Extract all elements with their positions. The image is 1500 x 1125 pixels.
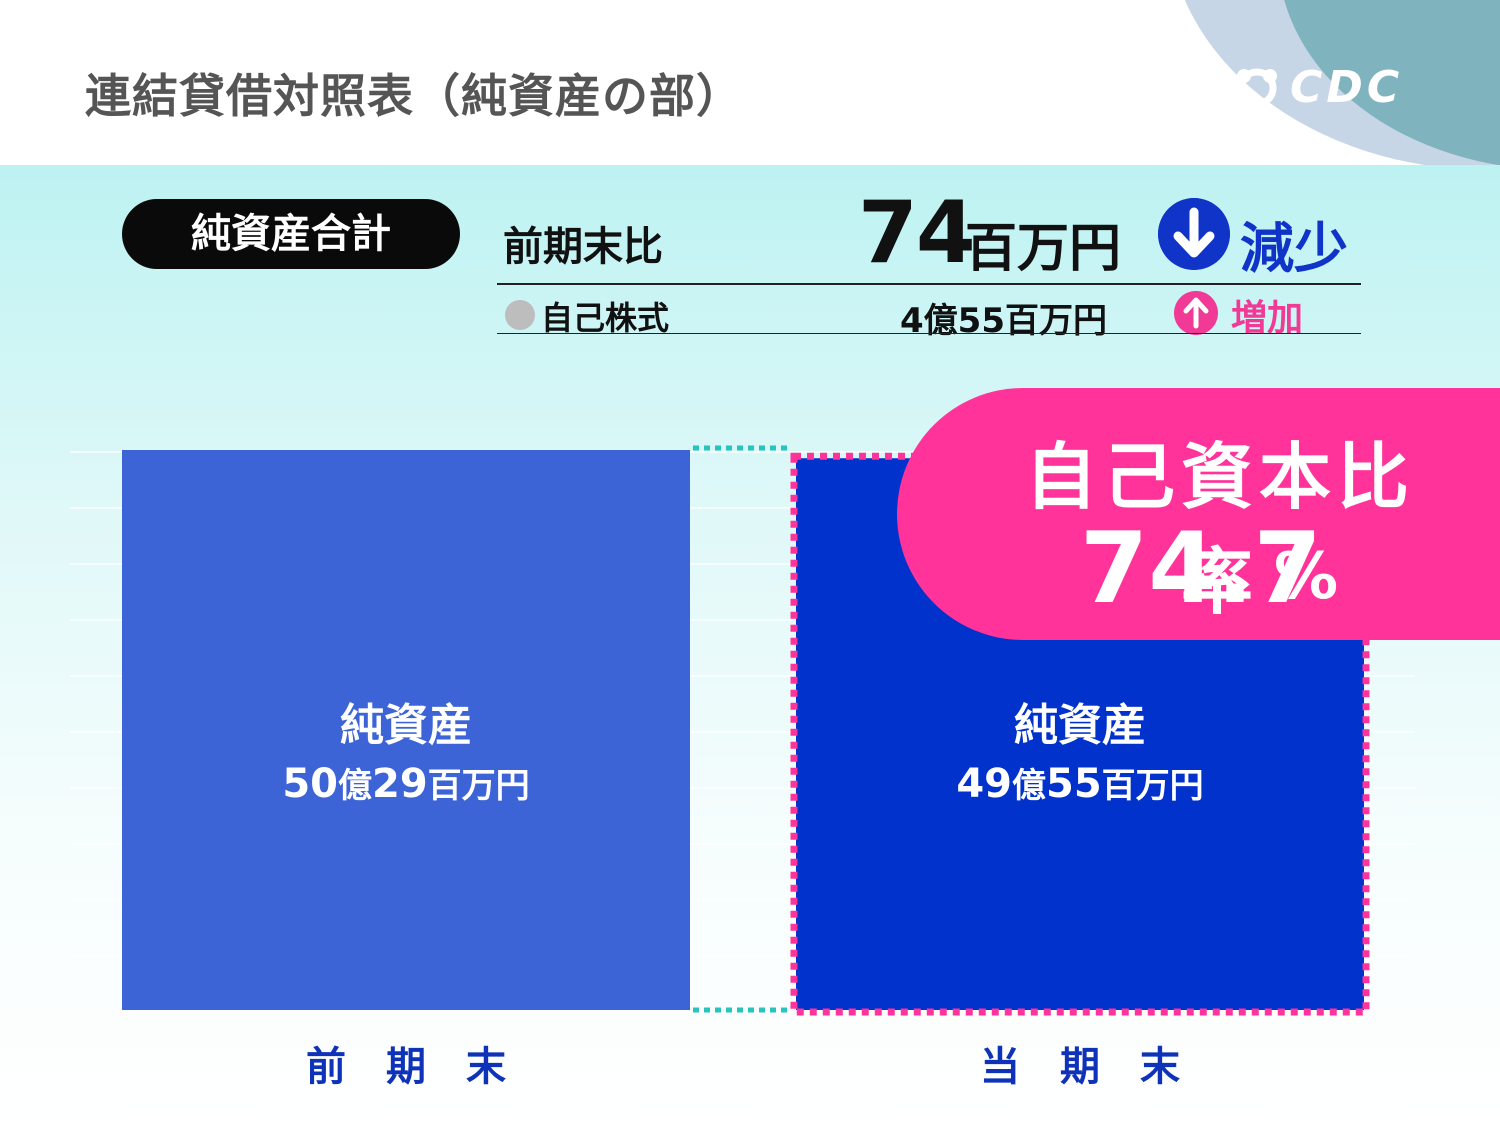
bar-title-label: 純資産 xyxy=(1014,700,1146,751)
change-direction-label: 減少 xyxy=(1240,217,1348,280)
page-title: 連結貸借対照表（純資産の部） xyxy=(85,69,743,123)
bar-title-label: 純資産 xyxy=(340,700,472,751)
equity-ratio-unit: % xyxy=(1274,540,1339,614)
equity-ratio-badge xyxy=(897,388,1500,640)
net-assets-total-pill: 純資産合計 xyxy=(122,199,460,269)
equity-ratio-title: 自己資本比率 xyxy=(1024,435,1415,624)
compare-label: 前期末比 xyxy=(503,224,663,270)
divider xyxy=(497,283,1361,285)
treasury-stock-label: 自己株式 xyxy=(541,299,670,337)
change-amount: 74 xyxy=(858,183,976,283)
change-unit: 百万円 xyxy=(965,219,1122,279)
category-label: 当 期 末 xyxy=(980,1044,1180,1090)
bar-previous xyxy=(122,450,690,1010)
arrow-down-icon xyxy=(1158,198,1230,270)
bar-value-label: 49億55百万円 xyxy=(956,761,1203,807)
logo-mark-icon xyxy=(1237,68,1277,108)
equity-ratio-value: 74.7 xyxy=(1080,512,1322,626)
header: 連結貸借対照表（純資産の部） CDC xyxy=(0,0,1500,165)
treasury-stock-amount: 4億55百万円 xyxy=(900,301,1107,341)
arrow-up-icon xyxy=(1174,291,1218,335)
divider xyxy=(497,333,1361,334)
category-label: 前 期 末 xyxy=(306,1044,506,1090)
treasury-direction-label: 増加 xyxy=(1231,298,1304,339)
company-logo: CDC xyxy=(1232,61,1452,113)
bullet-dot-icon xyxy=(505,300,535,330)
logo-text: CDC xyxy=(1290,61,1404,113)
bar-value-label: 50億29百万円 xyxy=(282,761,529,807)
